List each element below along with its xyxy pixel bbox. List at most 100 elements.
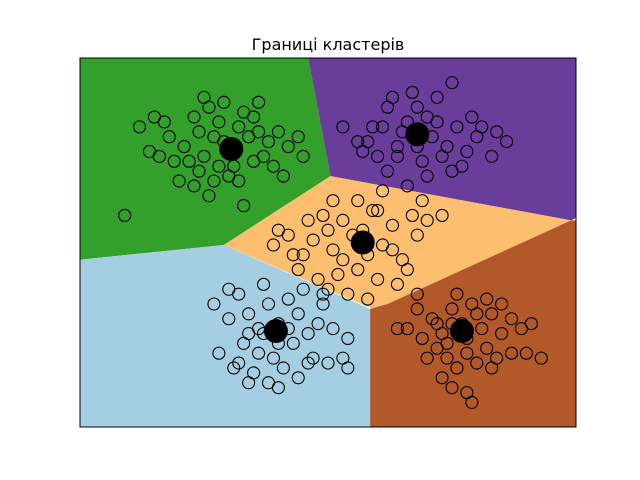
data-point bbox=[261, 297, 276, 311]
data-point bbox=[197, 90, 211, 104]
data-point bbox=[222, 282, 236, 296]
data-point bbox=[385, 90, 400, 104]
data-point bbox=[326, 322, 340, 336]
data-point bbox=[524, 317, 538, 331]
data-point bbox=[252, 95, 266, 109]
data-point bbox=[390, 140, 404, 154]
data-point bbox=[261, 135, 276, 149]
data-point bbox=[465, 395, 479, 409]
data-point bbox=[445, 164, 459, 178]
data-point bbox=[485, 307, 499, 321]
data-point bbox=[410, 100, 424, 114]
data-point bbox=[192, 164, 206, 178]
data-point bbox=[356, 144, 370, 159]
data-point bbox=[420, 351, 434, 365]
data-point bbox=[162, 130, 176, 144]
data-point bbox=[445, 302, 459, 316]
centroid-5 bbox=[449, 319, 474, 344]
data-point bbox=[385, 218, 400, 232]
data-point bbox=[460, 346, 474, 360]
data-point bbox=[276, 169, 290, 183]
data-point bbox=[237, 199, 251, 213]
data-point bbox=[450, 361, 464, 375]
data-point bbox=[256, 277, 271, 291]
data-point bbox=[306, 351, 320, 365]
data-point bbox=[311, 272, 325, 286]
data-point bbox=[410, 287, 424, 301]
data-point bbox=[271, 223, 285, 237]
data-point bbox=[435, 208, 449, 222]
data-point bbox=[480, 341, 494, 355]
data-point bbox=[415, 194, 429, 208]
data-point bbox=[252, 125, 266, 139]
data-point bbox=[376, 184, 390, 198]
data-point bbox=[400, 322, 414, 336]
data-point bbox=[276, 361, 290, 375]
data-point bbox=[321, 356, 335, 370]
data-point bbox=[266, 351, 280, 365]
decision-regions bbox=[80, 58, 576, 427]
data-point bbox=[301, 356, 315, 370]
data-point bbox=[336, 253, 350, 267]
data-point bbox=[371, 272, 385, 286]
data-point bbox=[366, 120, 380, 134]
data-point bbox=[222, 169, 236, 183]
data-point bbox=[242, 307, 256, 321]
data-point bbox=[440, 336, 454, 350]
data-point bbox=[301, 326, 315, 341]
data-point bbox=[504, 346, 519, 360]
data-point bbox=[157, 115, 171, 129]
data-point bbox=[217, 95, 231, 109]
data-point bbox=[247, 110, 261, 124]
data-point bbox=[420, 169, 434, 183]
data-point bbox=[336, 213, 350, 227]
data-point bbox=[415, 331, 429, 345]
data-point bbox=[222, 312, 236, 326]
data-point bbox=[385, 243, 400, 257]
data-point bbox=[470, 356, 484, 370]
data-point bbox=[212, 159, 226, 173]
centroid-1 bbox=[219, 137, 244, 162]
data-point bbox=[316, 297, 330, 311]
data-point bbox=[450, 120, 464, 134]
data-point bbox=[405, 208, 419, 222]
data-point bbox=[266, 238, 280, 252]
data-point bbox=[266, 159, 280, 173]
data-point bbox=[271, 125, 285, 139]
data-point bbox=[301, 213, 315, 227]
data-point bbox=[366, 203, 380, 218]
data-point bbox=[430, 317, 444, 331]
centroid-3 bbox=[350, 230, 375, 255]
data-point bbox=[495, 326, 509, 341]
cluster-region-5 bbox=[370, 220, 576, 427]
data-point bbox=[371, 149, 385, 163]
data-point bbox=[296, 248, 310, 262]
data-point bbox=[390, 322, 404, 336]
plot-frame bbox=[79, 57, 577, 428]
data-point bbox=[281, 292, 295, 306]
data-point bbox=[242, 326, 256, 341]
data-point bbox=[326, 194, 340, 208]
data-point bbox=[410, 228, 424, 242]
data-point bbox=[212, 346, 226, 360]
data-point bbox=[440, 351, 454, 365]
cluster-region-2 bbox=[308, 58, 576, 221]
data-point bbox=[286, 336, 300, 350]
data-point bbox=[380, 164, 395, 178]
data-point bbox=[390, 277, 404, 291]
data-point bbox=[291, 263, 305, 277]
data-point bbox=[227, 361, 241, 375]
data-point bbox=[450, 287, 464, 301]
data-point bbox=[306, 233, 320, 247]
data-point bbox=[252, 346, 266, 360]
data-point bbox=[495, 297, 509, 311]
data-point bbox=[118, 208, 132, 222]
data-point bbox=[296, 282, 310, 296]
chart-title: Границі кластерів bbox=[252, 35, 405, 54]
data-point bbox=[271, 381, 285, 395]
data-point bbox=[475, 322, 489, 336]
data-point bbox=[207, 297, 221, 311]
data-point bbox=[534, 351, 548, 365]
data-point bbox=[256, 149, 271, 163]
